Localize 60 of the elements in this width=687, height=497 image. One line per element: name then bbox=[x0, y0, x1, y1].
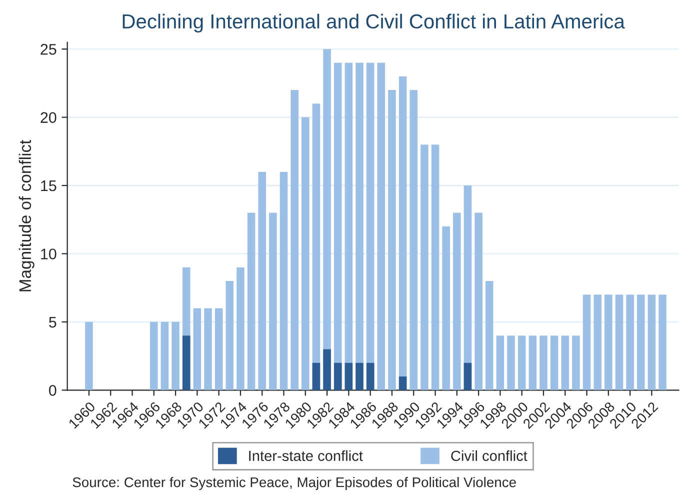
bar bbox=[561, 336, 570, 390]
bar bbox=[550, 336, 558, 390]
bar bbox=[366, 362, 374, 390]
bar bbox=[648, 294, 656, 390]
legend-label: Civil conflict bbox=[451, 450, 528, 462]
bar bbox=[528, 336, 537, 390]
bar bbox=[269, 212, 277, 390]
y-tick-label: 0 bbox=[49, 385, 56, 396]
bar bbox=[582, 294, 591, 390]
bar bbox=[182, 336, 190, 390]
bar bbox=[226, 281, 234, 390]
bar bbox=[594, 294, 602, 390]
bar bbox=[85, 322, 93, 390]
bar bbox=[247, 212, 256, 390]
bar bbox=[485, 281, 494, 390]
bar bbox=[344, 362, 353, 390]
bar bbox=[236, 267, 244, 390]
bar bbox=[258, 172, 266, 390]
bar bbox=[518, 336, 526, 390]
bar bbox=[453, 212, 461, 390]
bar bbox=[172, 322, 180, 390]
y-tick-label: 20 bbox=[40, 112, 56, 123]
bar bbox=[658, 294, 666, 390]
bar bbox=[312, 362, 320, 390]
bar bbox=[442, 226, 450, 390]
bar bbox=[474, 212, 482, 390]
bar bbox=[160, 322, 169, 390]
bar bbox=[540, 336, 548, 390]
source-note: Source: Center for Systemic Peace, Major Episodes of Political Violence bbox=[72, 476, 516, 490]
bar bbox=[507, 336, 515, 390]
bar bbox=[204, 308, 212, 390]
bar bbox=[302, 117, 310, 390]
bar bbox=[290, 90, 298, 390]
bar bbox=[496, 336, 504, 390]
bar bbox=[388, 90, 396, 390]
bar bbox=[323, 349, 331, 390]
y-axis-title: Magnitude of conflict bbox=[18, 140, 34, 292]
y-tick-label: 25 bbox=[40, 44, 56, 55]
bar bbox=[604, 294, 612, 390]
bar bbox=[356, 362, 364, 390]
bar bbox=[572, 336, 580, 390]
y-tick-label: 5 bbox=[49, 316, 56, 328]
bar bbox=[420, 144, 428, 390]
bar bbox=[464, 362, 472, 390]
bar bbox=[398, 376, 407, 390]
bar bbox=[431, 144, 440, 390]
bar bbox=[214, 308, 223, 390]
bar bbox=[626, 294, 634, 390]
bar bbox=[636, 294, 645, 390]
bar bbox=[280, 172, 288, 390]
bar bbox=[150, 322, 158, 390]
bar bbox=[193, 308, 202, 390]
bar bbox=[410, 90, 418, 390]
bar bbox=[377, 62, 386, 390]
legend-label: Inter-state conflict bbox=[249, 450, 363, 462]
y-tick-label: 10 bbox=[41, 248, 56, 260]
y-tick-label: 15 bbox=[41, 180, 56, 192]
bar bbox=[334, 362, 342, 390]
chart-title: Declining International and Civil Conflict in Latin America bbox=[122, 14, 625, 33]
bar bbox=[615, 294, 624, 390]
